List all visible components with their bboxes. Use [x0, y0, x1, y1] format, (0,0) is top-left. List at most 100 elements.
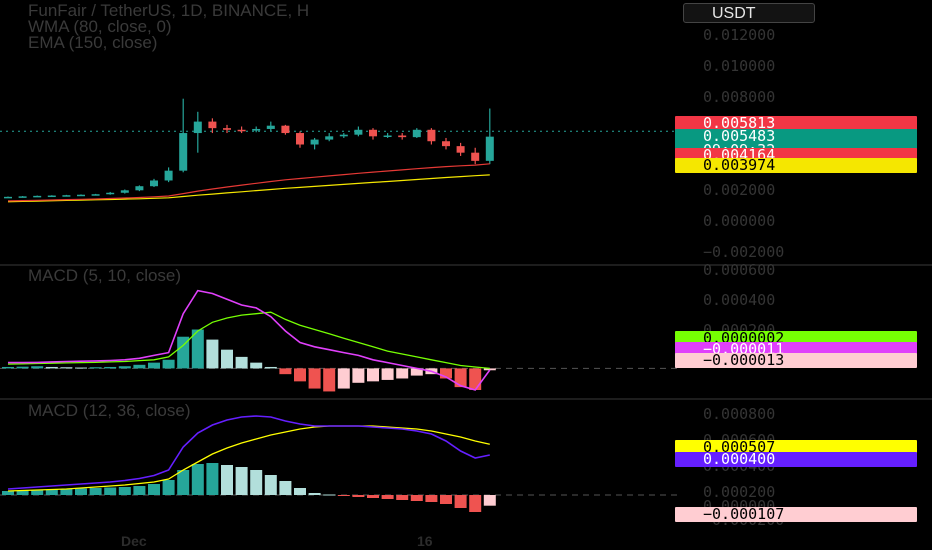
candle-body	[150, 180, 158, 187]
candle-body	[427, 129, 436, 142]
price-badge	[675, 158, 917, 173]
histogram-bar	[75, 488, 87, 495]
histogram-bar	[2, 366, 14, 369]
x-axis-label: Dec	[121, 533, 147, 549]
price-badge	[675, 440, 917, 455]
histogram-bar	[206, 339, 219, 369]
candle-body	[485, 136, 494, 161]
candle-body	[208, 121, 217, 129]
axis-tick-label: 0.012000	[703, 26, 775, 44]
histogram-bar	[469, 495, 482, 512]
histogram-bar	[31, 490, 44, 495]
histogram-bar	[60, 489, 73, 495]
histogram-bar	[148, 484, 160, 495]
histogram-bar	[396, 495, 409, 500]
candle-body	[18, 196, 27, 198]
histogram-bar	[60, 367, 73, 369]
axis-tick-label: 0.000400	[703, 291, 775, 309]
histogram-bar	[483, 368, 496, 371]
price-panel[interactable]	[0, 98, 680, 203]
candle-body	[354, 129, 363, 135]
price-badge-label: 0.000400	[703, 450, 775, 468]
candle-body	[135, 186, 144, 191]
histogram-bar	[177, 336, 190, 369]
histogram-bar	[16, 366, 29, 369]
ema-line	[7, 174, 490, 203]
histogram-bar	[118, 366, 131, 369]
histogram-bar	[45, 366, 58, 369]
candle-body	[310, 139, 319, 145]
histogram-bar	[323, 494, 336, 496]
wma-legend: WMA (80, close, 0)	[28, 17, 172, 36]
histogram-bar	[425, 495, 438, 502]
histogram-bar	[235, 356, 248, 369]
histogram-bar	[2, 491, 14, 495]
histogram-bar	[45, 489, 58, 495]
price-badges: 0.0058130.00548309:09:320.0041640.003974…	[675, 114, 917, 523]
candle-body	[339, 134, 348, 137]
histogram-bar	[221, 349, 233, 369]
x-axis-label: 16	[417, 533, 433, 549]
histogram-bar	[294, 488, 306, 495]
histogram-bar	[250, 470, 263, 495]
candle-body	[223, 128, 231, 130]
macd-line	[8, 289, 491, 391]
histogram-bar	[264, 366, 277, 369]
histogram-bar	[133, 364, 146, 369]
histogram-bar	[367, 368, 379, 382]
price-axes: 0.0120000.0100000.0080000.0060000.004000…	[121, 26, 784, 549]
candle-body	[91, 194, 100, 196]
histogram-bar	[89, 488, 102, 495]
candle-body	[442, 141, 450, 147]
candle-body	[62, 195, 71, 197]
macd-12-36-legend: MACD (12, 36, close)	[28, 401, 191, 420]
histogram-bar	[191, 329, 204, 369]
histogram-bar	[367, 495, 379, 498]
histogram-bar	[308, 493, 321, 495]
histogram-bar	[352, 495, 365, 497]
histogram-bar	[118, 487, 131, 495]
histogram-bar	[381, 368, 394, 380]
candle-body	[398, 135, 407, 138]
histogram-bar	[396, 368, 409, 379]
histogram-bar	[454, 495, 467, 508]
axis-tick-label: 0.000600	[703, 261, 775, 279]
macd-line	[7, 415, 490, 490]
candle-body	[383, 135, 392, 138]
axis-tick-label: −0.002000	[703, 243, 784, 261]
histogram-bar	[162, 480, 175, 495]
price-badge-label: 0.005483	[703, 127, 775, 145]
candle-body	[120, 190, 129, 193]
candle-body	[325, 136, 334, 140]
axis-tick-label: 0.002000	[703, 181, 775, 199]
histogram-bar	[235, 467, 248, 495]
histogram-bar	[337, 368, 350, 389]
price-badge	[675, 116, 917, 131]
candle-body	[471, 152, 480, 161]
axis-tick-label: 0.000800	[703, 405, 775, 423]
ema-legend: EMA (150, close)	[28, 33, 158, 52]
macd-5-10-legend: MACD (5, 10, close)	[28, 266, 182, 285]
price-badge-label: 0.005813	[703, 114, 775, 132]
axis-tick-label: 0.008000	[703, 88, 775, 106]
histogram-bar	[294, 368, 306, 382]
histogram-bar	[381, 495, 394, 499]
candle-body	[281, 125, 290, 134]
symbol-legend: FunFair / TetherUS, 1D, BINANCE, H	[28, 1, 310, 20]
histogram-bar	[483, 495, 496, 506]
histogram-bar	[454, 368, 467, 388]
candle-body	[179, 133, 188, 171]
candle-body	[47, 195, 56, 198]
price-badge-label: 0.000507	[703, 438, 775, 456]
macd-12-36-panel[interactable]	[0, 415, 680, 512]
histogram-bar	[279, 481, 292, 495]
currency-selector[interactable]: USDT	[683, 3, 815, 23]
histogram-bar	[469, 368, 482, 390]
candle-body	[4, 196, 12, 199]
macd-5-10-panel[interactable]	[0, 289, 680, 392]
histogram-bar	[279, 368, 292, 375]
histogram-bar	[104, 487, 117, 495]
price-badge-label: 0.003974	[703, 156, 775, 174]
candle-body	[33, 195, 42, 198]
